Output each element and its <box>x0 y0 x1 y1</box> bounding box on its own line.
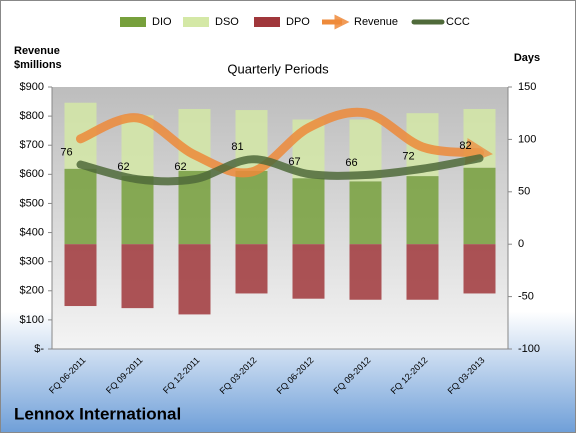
y-tick-label: $300 <box>20 256 44 268</box>
y2-tick-label: 150 <box>518 81 536 93</box>
y2-tick-label: -50 <box>518 291 534 303</box>
y-tick-label: $500 <box>20 197 44 209</box>
y2-tick-label: 100 <box>518 133 536 145</box>
y-tick-label: $600 <box>20 168 44 180</box>
data-label: 82 <box>459 140 471 152</box>
data-label: 67 <box>288 156 300 168</box>
y2-tick-label: 50 <box>518 186 530 198</box>
legend-label: DSO <box>215 16 239 28</box>
y2-tick-label: 0 <box>518 238 524 250</box>
company-name: Lennox International <box>14 404 181 423</box>
plot-area <box>52 87 508 349</box>
y-axis-title: Revenue $millions <box>14 45 62 71</box>
bar-segment <box>406 244 439 300</box>
y2-axis-title: Days <box>514 52 540 64</box>
y-tick-label: $700 <box>20 139 44 151</box>
data-label: 76 <box>60 146 72 158</box>
bar-segment <box>178 244 211 315</box>
bar-segment <box>463 244 496 294</box>
bar-segment <box>235 244 268 294</box>
data-label: 72 <box>402 151 414 163</box>
data-label: 62 <box>117 161 129 173</box>
y2-tick-label: -100 <box>518 343 540 355</box>
bar-segment <box>64 244 97 307</box>
legend-label: Revenue <box>354 16 398 28</box>
y-tick-label: $400 <box>20 226 44 238</box>
bar-segment <box>349 181 382 245</box>
bar-segment <box>292 244 325 299</box>
legend-label: CCC <box>446 16 470 28</box>
y-tick-label: $- <box>34 343 44 355</box>
chart-title: Quarterly Periods <box>227 61 329 76</box>
data-label: 62 <box>174 161 186 173</box>
data-label: 66 <box>345 157 357 169</box>
bar-segment <box>121 176 154 245</box>
data-label: 81 <box>231 141 243 153</box>
legend-label: DPO <box>286 16 310 28</box>
y-tick-label: $200 <box>20 285 44 297</box>
bar-segment <box>349 244 382 300</box>
line-series <box>76 154 484 186</box>
bar-segment <box>292 178 325 245</box>
y-tick-label: $800 <box>20 110 44 122</box>
legend-swatch <box>183 17 209 27</box>
y-tick-label: $900 <box>20 81 44 93</box>
bar-segment <box>121 244 154 309</box>
y-tick-label: $100 <box>20 314 44 326</box>
bar-segment <box>235 170 268 245</box>
legend-label: DIO <box>152 16 172 28</box>
bar-segment <box>64 168 97 245</box>
line-series <box>76 107 493 178</box>
legend-swatch <box>120 17 146 27</box>
bar-segment <box>463 167 496 245</box>
legend-swatch <box>254 17 280 27</box>
bar-segment <box>406 176 439 245</box>
